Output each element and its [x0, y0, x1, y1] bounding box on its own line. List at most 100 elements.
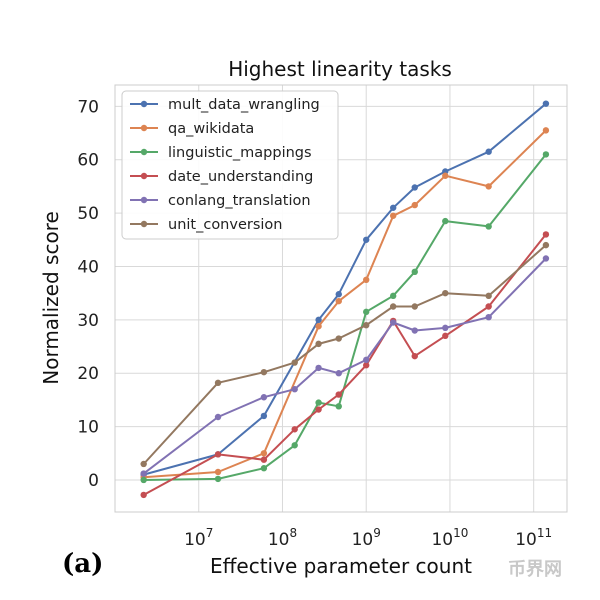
data-point	[291, 359, 298, 366]
data-point	[140, 470, 147, 477]
data-point	[389, 204, 397, 211]
data-point	[485, 292, 492, 300]
data-point	[542, 241, 550, 249]
x-tick-label: 109	[352, 526, 381, 550]
data-point	[411, 352, 418, 360]
data-point	[485, 148, 492, 155]
data-point	[442, 289, 449, 297]
data-point	[485, 313, 492, 321]
legend-label: unit_conversion	[168, 217, 283, 233]
legend-swatch-marker	[140, 196, 148, 204]
y-tick-label: 60	[77, 151, 99, 171]
data-point	[335, 291, 342, 298]
data-point	[260, 412, 268, 420]
legend-swatch-marker	[140, 124, 148, 132]
data-point	[214, 451, 222, 458]
watermark: 币界网	[508, 559, 562, 580]
plot-frame	[114, 84, 568, 513]
data-point	[442, 332, 449, 340]
y-tick-label: 50	[77, 204, 99, 224]
x-tick-label: 108	[268, 526, 297, 550]
data-point	[411, 268, 418, 276]
data-point	[315, 340, 322, 348]
legend-item-date-understanding: date_understanding	[130, 169, 313, 185]
legend-label: mult_data_wrangling	[168, 97, 320, 113]
series-line	[143, 257, 547, 475]
legend-label: linguistic_mappings	[168, 145, 312, 161]
y-tick-label: 40	[77, 257, 99, 277]
data-point	[389, 212, 397, 219]
data-point	[542, 255, 550, 262]
data-point	[442, 324, 449, 332]
data-point	[389, 319, 397, 326]
y-tick-label: 0	[88, 471, 99, 491]
y-tick-label: 70	[77, 97, 99, 117]
x-axis-label: Effective parameter count	[210, 554, 472, 578]
data-point	[442, 217, 449, 225]
data-point	[542, 100, 550, 107]
data-point	[315, 399, 322, 406]
ticks: 0 10 20 30 40 50 60 70 107 108 109 1010 1011	[77, 97, 552, 550]
data-point	[542, 231, 550, 238]
data-point	[363, 308, 370, 316]
legend-item-conlang-translation: conlang_translation	[130, 193, 311, 209]
chart-title: Highest linearity tasks	[228, 57, 452, 81]
data-point	[140, 476, 147, 484]
data-point	[315, 406, 322, 413]
panel-label: (a)	[62, 549, 103, 579]
series-conlang-translation	[140, 255, 550, 477]
legend-item-unit-conversion: unit_conversion	[130, 217, 283, 233]
series-unit-conversion	[140, 241, 550, 468]
legend-label: qa_wikidata	[168, 121, 254, 137]
data-point	[363, 236, 370, 243]
data-point	[485, 303, 492, 310]
data-point	[411, 184, 418, 191]
legend-swatch-marker	[140, 148, 148, 156]
series-line	[143, 233, 547, 496]
data-point	[214, 468, 222, 476]
data-point	[363, 362, 370, 369]
data-point	[260, 450, 268, 457]
y-axis-label: Normalized score	[39, 211, 63, 385]
y-tick-label: 30	[77, 311, 99, 331]
legend-swatch-marker	[140, 172, 148, 180]
data-point	[315, 316, 322, 324]
series-line	[143, 153, 547, 481]
data-point	[335, 335, 342, 342]
legend: mult_data_wrangling qa_wikidata linguistic…	[121, 90, 339, 240]
y-tick-label: 10	[77, 418, 99, 438]
data-point	[485, 223, 492, 230]
data-point	[335, 297, 342, 305]
data-point	[315, 364, 322, 372]
y-tick-label: 20	[77, 364, 99, 384]
legend-box	[121, 90, 339, 240]
data-point	[140, 460, 147, 468]
data-point	[442, 172, 449, 179]
data-point	[363, 321, 370, 329]
legend-label: date_understanding	[168, 169, 313, 185]
data-point	[291, 386, 298, 393]
series-linguistic-mappings	[140, 151, 550, 484]
data-point	[411, 201, 418, 209]
data-point	[389, 303, 397, 310]
data-point	[260, 465, 268, 472]
x-tick-label: 107	[184, 526, 213, 550]
data-point	[214, 413, 222, 421]
data-point	[542, 151, 550, 158]
series-layer	[140, 100, 550, 499]
data-point	[542, 127, 550, 134]
series-date-understanding	[140, 231, 550, 499]
data-point	[363, 356, 370, 364]
data-point	[485, 183, 492, 190]
legend-label: conlang_translation	[168, 193, 311, 209]
data-point	[214, 379, 222, 387]
data-point	[315, 323, 322, 330]
series-line	[142, 244, 547, 465]
data-point	[140, 491, 147, 499]
legend-item-qa-wikidata: qa_wikidata	[130, 121, 254, 137]
legend-item-mult-data-wrangling: mult_data_wrangling	[130, 97, 320, 113]
data-point	[260, 368, 268, 376]
data-point	[389, 292, 397, 300]
data-point	[335, 370, 342, 377]
